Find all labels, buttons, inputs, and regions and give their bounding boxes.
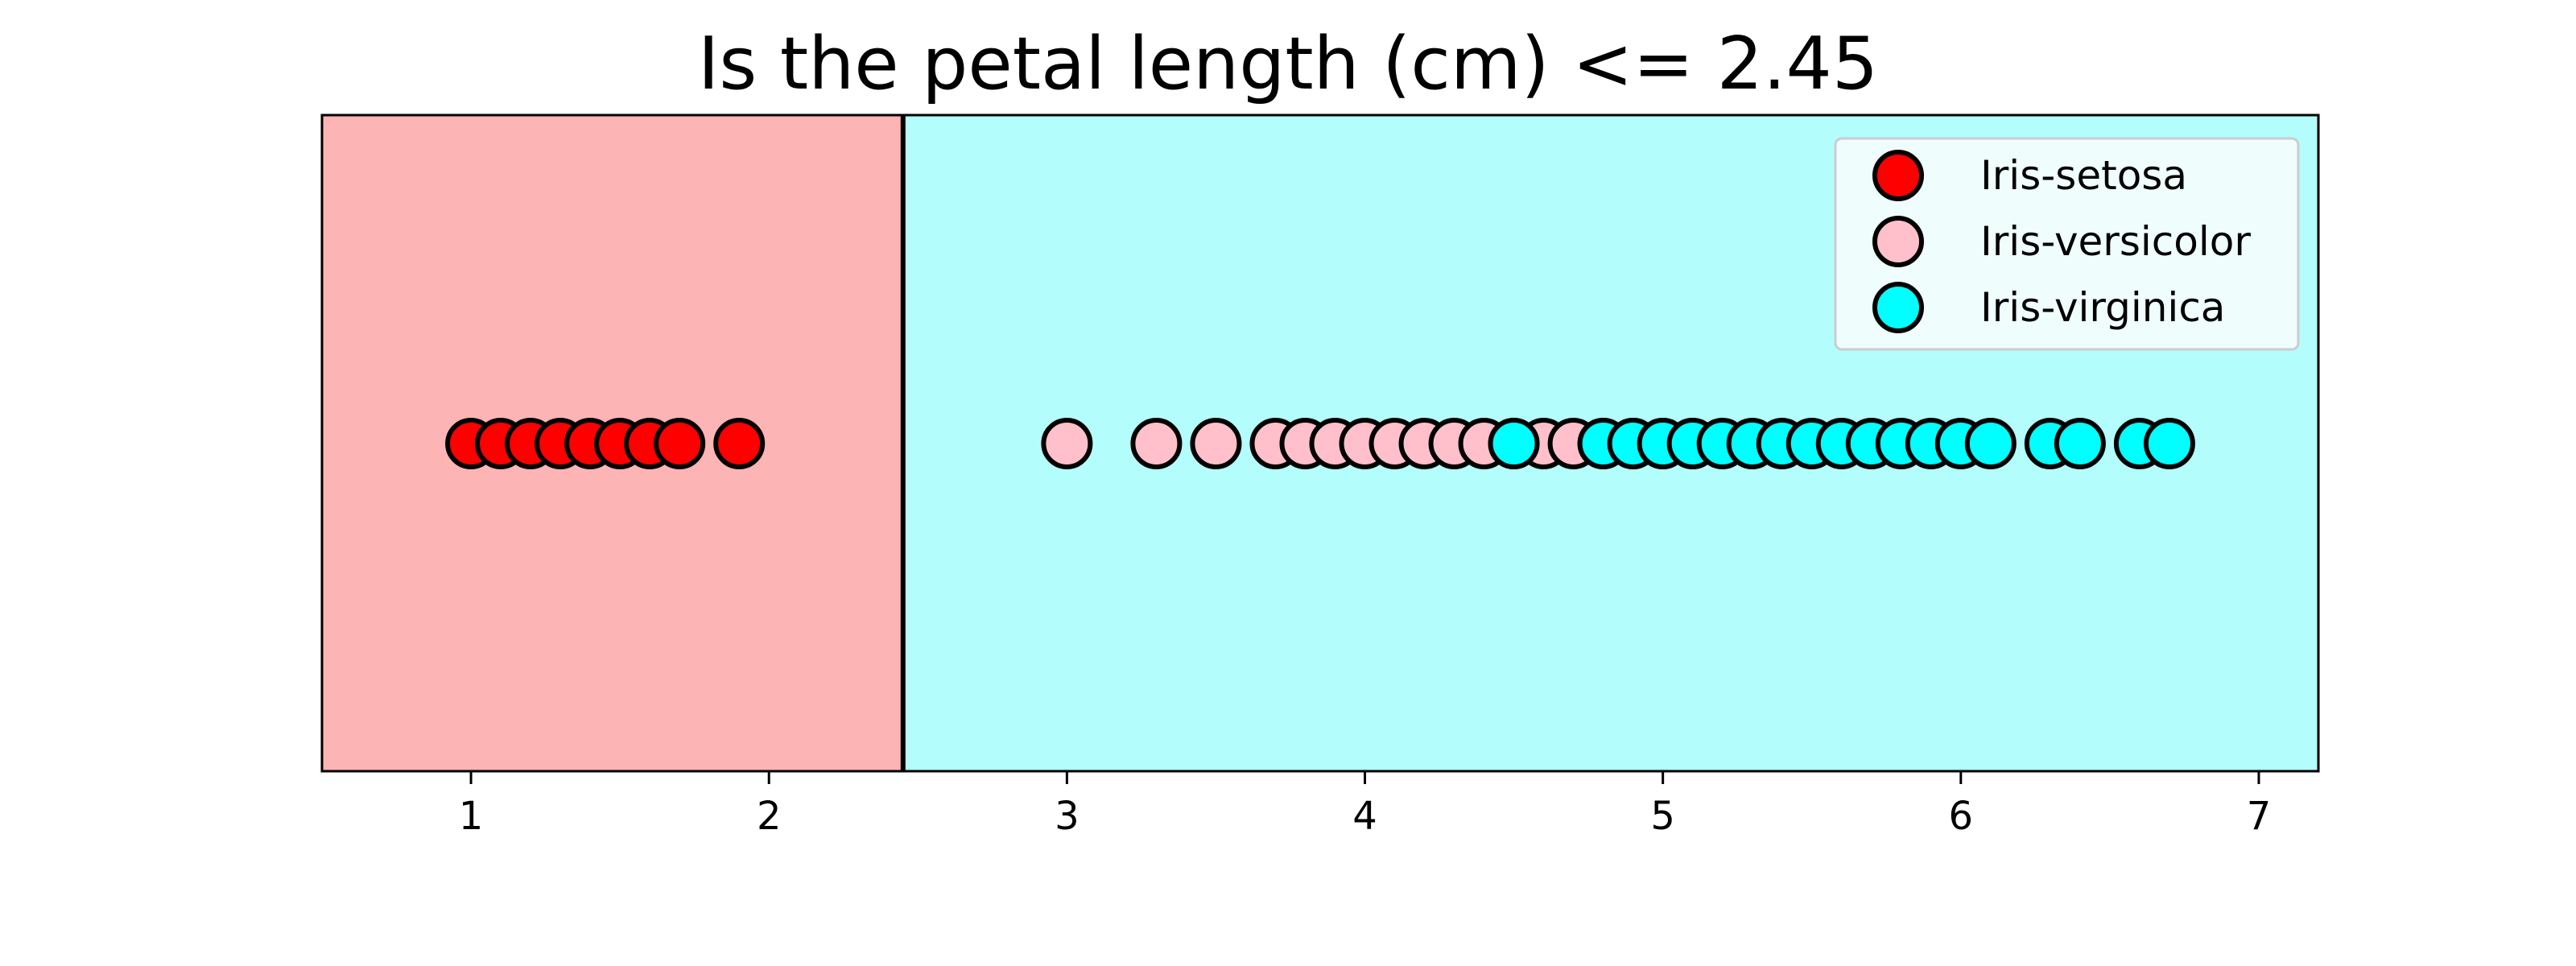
point-iris-virginica — [2143, 418, 2195, 469]
plot-frame — [320, 114, 2320, 773]
x-tick-label: 6 — [1949, 794, 1974, 839]
x-tick-label: 7 — [2247, 794, 2272, 839]
x-tick-label: 5 — [1650, 794, 1675, 839]
point-iris-versicolor — [1130, 418, 1183, 469]
legend-label: Iris-setosa — [1980, 152, 2187, 199]
point-iris-virginica — [2054, 418, 2106, 469]
x-tick-label: 4 — [1352, 794, 1377, 839]
legend-marker — [1872, 282, 1924, 333]
x-tick-label: 2 — [757, 794, 782, 839]
legend-label: Iris-versicolor — [1980, 218, 2251, 265]
point-iris-setosa — [654, 418, 706, 469]
legend-label: Iris-virginica — [1980, 284, 2225, 331]
legend-marker — [1872, 216, 1924, 267]
point-iris-virginica — [1964, 418, 2017, 469]
point-iris-versicolor — [1041, 418, 1093, 469]
point-iris-setosa — [713, 418, 766, 469]
legend-marker — [1872, 150, 1924, 201]
chart-title: Is the petal length (cm) <= 2.45 — [698, 22, 1878, 106]
legend: Iris-setosa Iris-versicolor Iris-virginica — [1834, 137, 2300, 351]
x-axis: 1 2 3 4 5 6 7 — [459, 771, 2271, 839]
data-points — [445, 418, 2195, 469]
x-tick-label: 1 — [459, 794, 484, 839]
point-iris-virginica — [1488, 418, 1540, 469]
point-iris-versicolor — [1190, 418, 1242, 469]
x-tick-label: 3 — [1055, 794, 1080, 839]
legend-box — [1834, 137, 2300, 351]
